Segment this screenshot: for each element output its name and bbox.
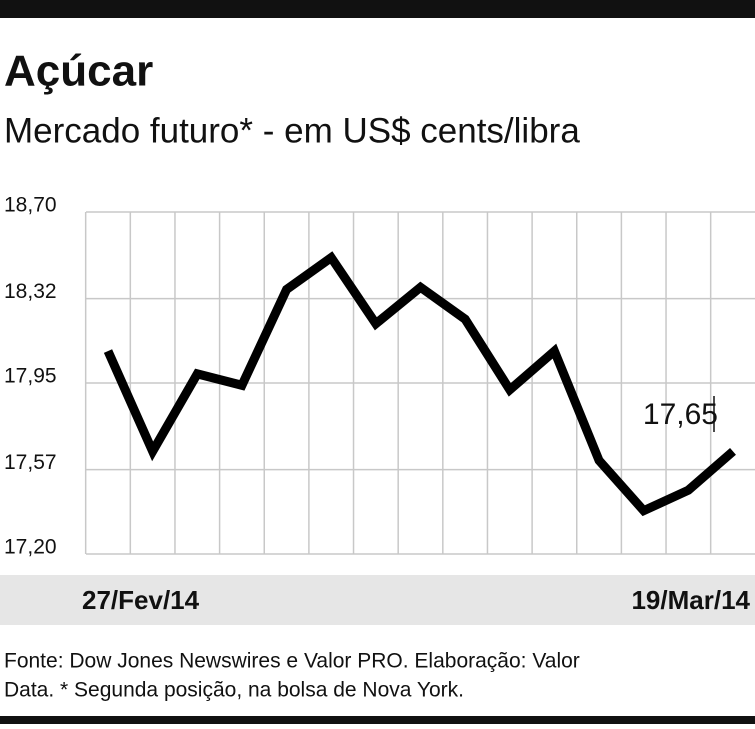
x-tick-label: 19/Mar/14: [631, 585, 750, 615]
y-tick-label: 17,20: [4, 536, 57, 559]
chart-subtitle: Mercado futuro* - em US$ cents/libra: [4, 111, 580, 150]
bottom-bar: [0, 716, 755, 724]
x-tick-label: 27/Fev/14: [82, 585, 200, 615]
y-tick-label: 18,32: [4, 280, 57, 303]
top-bar: [0, 0, 755, 18]
data-label: 17,65: [643, 398, 718, 431]
source: Fonte: Dow Jones Newswires e Valor PRO. …: [4, 650, 580, 673]
y-tick-label: 17,95: [4, 365, 57, 388]
category-band: [0, 575, 755, 625]
chart-title: Açúcar: [4, 47, 153, 96]
y-tick-label: 17,57: [4, 451, 57, 474]
line: [103, 251, 736, 517]
y-tick-label: 18,70: [4, 194, 57, 217]
source: Data. * Segunda posição, na bolsa de Nov…: [4, 679, 464, 702]
